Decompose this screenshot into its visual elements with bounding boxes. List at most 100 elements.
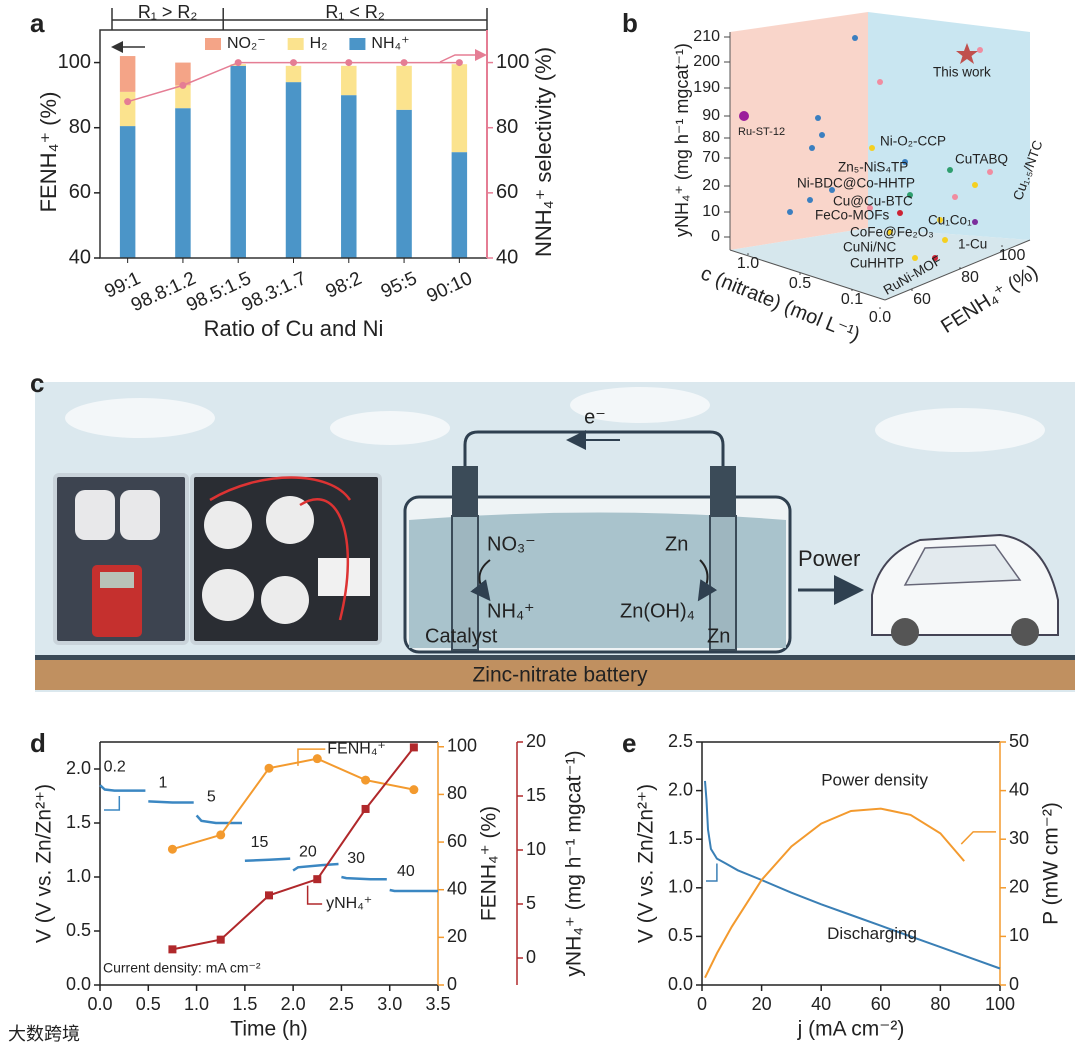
electrolyte — [409, 512, 786, 648]
y-tick-label: 80 — [702, 129, 720, 146]
bar-segment — [341, 65, 357, 96]
y-tick-label: 0.0 — [668, 974, 693, 994]
bar-segment — [396, 109, 412, 258]
point — [216, 935, 225, 944]
axis-label: P (mW cm⁻²) — [1040, 802, 1063, 925]
bar-segment — [451, 64, 468, 153]
cell — [266, 496, 314, 544]
axis-label: FENH₄⁺ (%) — [478, 806, 501, 921]
y-tick-label: 0 — [1009, 974, 1019, 994]
x-tick-label: 98.3:1.7 — [239, 268, 310, 316]
point — [409, 743, 418, 752]
series-line — [704, 807, 965, 979]
meter-display — [100, 572, 134, 588]
point — [897, 210, 903, 216]
x-tick-label: 0.1 — [841, 291, 863, 308]
axis-label: yNH₄⁺ (mg h⁻¹ mgcat⁻¹) — [672, 43, 692, 237]
y-tick-label: 10 — [1009, 925, 1029, 945]
y-tick-label: 80 — [447, 783, 467, 803]
y-tick-label: 60 — [447, 831, 467, 851]
y-tick-label: 10 — [526, 839, 546, 859]
x-tick-label: 100 — [985, 994, 1015, 1014]
legend-swatch — [205, 38, 221, 50]
y-tick-label: 10 — [702, 203, 720, 220]
axis-label: yNH₄⁺ (mg h⁻¹ mgcat⁻¹) — [563, 750, 586, 976]
y-tick-label: 70 — [702, 149, 720, 166]
output-label: Power — [798, 546, 860, 571]
x-tick-label: 0.0 — [87, 994, 112, 1014]
segment-label: 0.2 — [104, 758, 126, 775]
point — [937, 217, 943, 223]
tick-mark — [911, 289, 913, 291]
watermark: 大数跨境 — [8, 1024, 80, 1044]
x-tick-label: 3.0 — [377, 994, 402, 1014]
y-tick-label: 5 — [526, 893, 536, 913]
timer — [318, 558, 370, 596]
leader — [297, 748, 326, 766]
point-label: Zn₅-NiS₄TP — [838, 160, 908, 175]
series-label: Power density — [821, 770, 928, 789]
x-tick-label: 60 — [871, 994, 891, 1014]
cell — [120, 490, 160, 540]
point — [312, 754, 322, 764]
x-tick-label: 0.0 — [869, 309, 891, 326]
y-tick-label: 1.0 — [668, 877, 693, 897]
y-tick-label: 40 — [496, 246, 518, 268]
tick-mark — [1001, 245, 1003, 247]
point — [265, 891, 273, 900]
wheel — [891, 618, 919, 646]
bar-segment — [396, 65, 412, 110]
point — [887, 229, 893, 235]
bar-segment — [285, 65, 302, 83]
axis-arrow — [439, 49, 487, 63]
point — [907, 192, 913, 198]
y-tick-label: 30 — [1009, 828, 1029, 848]
segment-label: 15 — [251, 834, 269, 851]
x-axis-label: Ratio of Cu and Ni — [204, 316, 384, 341]
reaction-arrow — [470, 559, 491, 602]
axis-label: V (V vs. Zn/Zn²⁺) — [33, 784, 56, 943]
axis-arrow — [104, 796, 121, 811]
y-tick-label: 20 — [1009, 877, 1029, 897]
wire — [463, 430, 725, 466]
y-tick-label: 20 — [447, 926, 467, 946]
bar-segment — [175, 85, 191, 109]
electron-label: e⁻ — [584, 406, 606, 428]
bar-segment — [285, 82, 302, 258]
point-label: CuNi/NC — [843, 240, 897, 255]
y-tick-label: 0 — [447, 974, 457, 994]
point — [852, 35, 858, 41]
car-window — [903, 544, 1022, 586]
y-tick-label: 1.5 — [66, 812, 91, 832]
segment-label: 5 — [207, 789, 216, 806]
segment-label: 20 — [299, 844, 317, 861]
point — [869, 145, 875, 151]
point-label: 1-Cu — [958, 237, 987, 252]
x-tick-label: 20 — [752, 994, 772, 1014]
panel-label: c — [30, 368, 44, 398]
panel-label: d — [30, 728, 46, 758]
segment-label: 40 — [397, 863, 415, 880]
point — [815, 115, 821, 121]
point-label: CoFe@Fe₂O₃ — [850, 225, 934, 240]
voltage-segment — [389, 888, 438, 893]
legend-label: NO₂⁻ — [227, 35, 266, 52]
point — [807, 197, 813, 203]
segment-label: 30 — [347, 850, 365, 867]
point-label: FeCo-MOFs — [815, 208, 890, 223]
electrode-label: Zn — [707, 625, 730, 647]
y-tick-label: 60 — [496, 181, 518, 203]
wheel — [1011, 618, 1039, 646]
point — [942, 237, 948, 243]
y-tick-label: 100 — [447, 736, 477, 756]
cloud — [875, 408, 1045, 452]
axis-arrow — [706, 863, 718, 882]
cloud — [330, 411, 450, 445]
x-tick-label: 0.5 — [136, 994, 161, 1014]
x-tick-label: 98:2 — [323, 268, 365, 303]
panel-label: e — [622, 728, 636, 758]
series-line — [172, 746, 415, 951]
y-tick-label: 60 — [69, 181, 91, 203]
y-tick-label: 20 — [702, 177, 720, 194]
